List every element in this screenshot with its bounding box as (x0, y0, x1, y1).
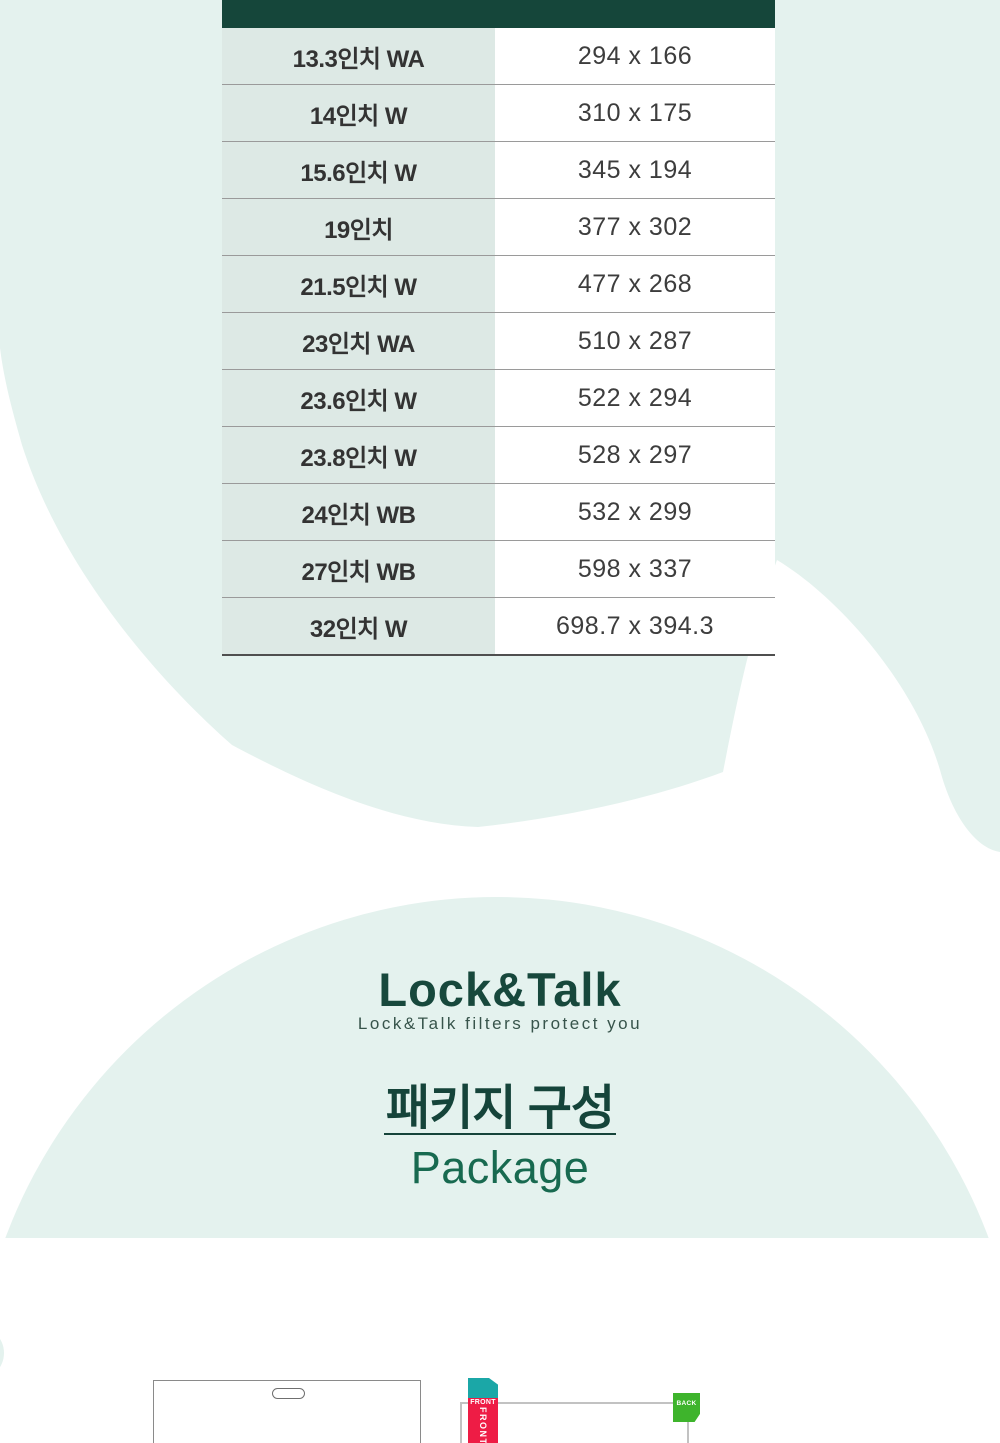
package-title-korean: 패키지 구성 (385, 1082, 615, 1135)
package-card (153, 1380, 421, 1443)
size-label-cell: 23인치 WA (222, 313, 495, 369)
size-label-cell: 15.6인치 W (222, 142, 495, 198)
card-handle-slot (272, 1388, 305, 1399)
size-label-cell: 14인치 W (222, 85, 495, 141)
size-value-cell: 310 x 175 (495, 85, 775, 141)
package-title-english: Package (410, 1142, 590, 1193)
back-tab-label: BACK (676, 1400, 697, 1407)
brand-logo: Lock&Talk (378, 963, 622, 1016)
size-label-cell: 13.3인치 WA (222, 28, 495, 84)
front-tab (468, 1378, 498, 1400)
table-row: 21.5인치 W 477 x 268 (222, 255, 775, 312)
size-label-cell: 24인치 WB (222, 484, 495, 540)
back-tab: BACK (673, 1393, 700, 1422)
size-value-cell: 294 x 166 (495, 28, 775, 84)
size-label-cell: 23.6인치 W (222, 370, 495, 426)
size-value-cell: 598 x 337 (495, 541, 775, 597)
package-title-underline (384, 1133, 616, 1135)
front-side-strip: FRONT FRONT SIDE (468, 1398, 498, 1443)
size-label-cell: 21.5인치 W (222, 256, 495, 312)
size-value-cell: 345 x 194 (495, 142, 775, 198)
table-row: 19인치 377 x 302 (222, 198, 775, 255)
table-row: 24인치 WB 532 x 299 (222, 483, 775, 540)
front-tab-label: FRONT (470, 1399, 496, 1406)
filter-sheet (460, 1402, 689, 1443)
table-row: 14인치 W 310 x 175 (222, 84, 775, 141)
size-value-cell: 377 x 302 (495, 199, 775, 255)
table-row: 32인치 W 698.7 x 394.3 (222, 597, 775, 654)
table-row: 23인치 WA 510 x 287 (222, 312, 775, 369)
size-value-cell: 528 x 297 (495, 427, 775, 483)
table-row: 23.6인치 W 522 x 294 (222, 369, 775, 426)
size-value-cell: 510 x 287 (495, 313, 775, 369)
table-row: 23.8인치 W 528 x 297 (222, 426, 775, 483)
brand-tagline: Lock&Talk filters protect you (357, 1014, 643, 1033)
table-row: 15.6인치 W 345 x 194 (222, 141, 775, 198)
size-label-cell: 27인치 WB (222, 541, 495, 597)
size-table-header-bar (222, 0, 775, 28)
front-side-label: FRONT SIDE (478, 1407, 488, 1443)
size-value-cell: 477 x 268 (495, 256, 775, 312)
size-value-cell: 698.7 x 394.3 (495, 598, 775, 654)
size-table-body: 13.3인치 WA 294 x 166 14인치 W 310 x 175 15.… (222, 28, 775, 656)
size-table: 13.3인치 WA 294 x 166 14인치 W 310 x 175 15.… (222, 0, 775, 656)
left-sliver-circle (0, 1338, 4, 1368)
size-label-cell: 23.8인치 W (222, 427, 495, 483)
table-row: 27인치 WB 598 x 337 (222, 540, 775, 597)
size-label-cell: 32인치 W (222, 598, 495, 654)
size-label-cell: 19인치 (222, 199, 495, 255)
size-value-cell: 532 x 299 (495, 484, 775, 540)
table-row: 13.3인치 WA 294 x 166 (222, 28, 775, 84)
size-value-cell: 522 x 294 (495, 370, 775, 426)
